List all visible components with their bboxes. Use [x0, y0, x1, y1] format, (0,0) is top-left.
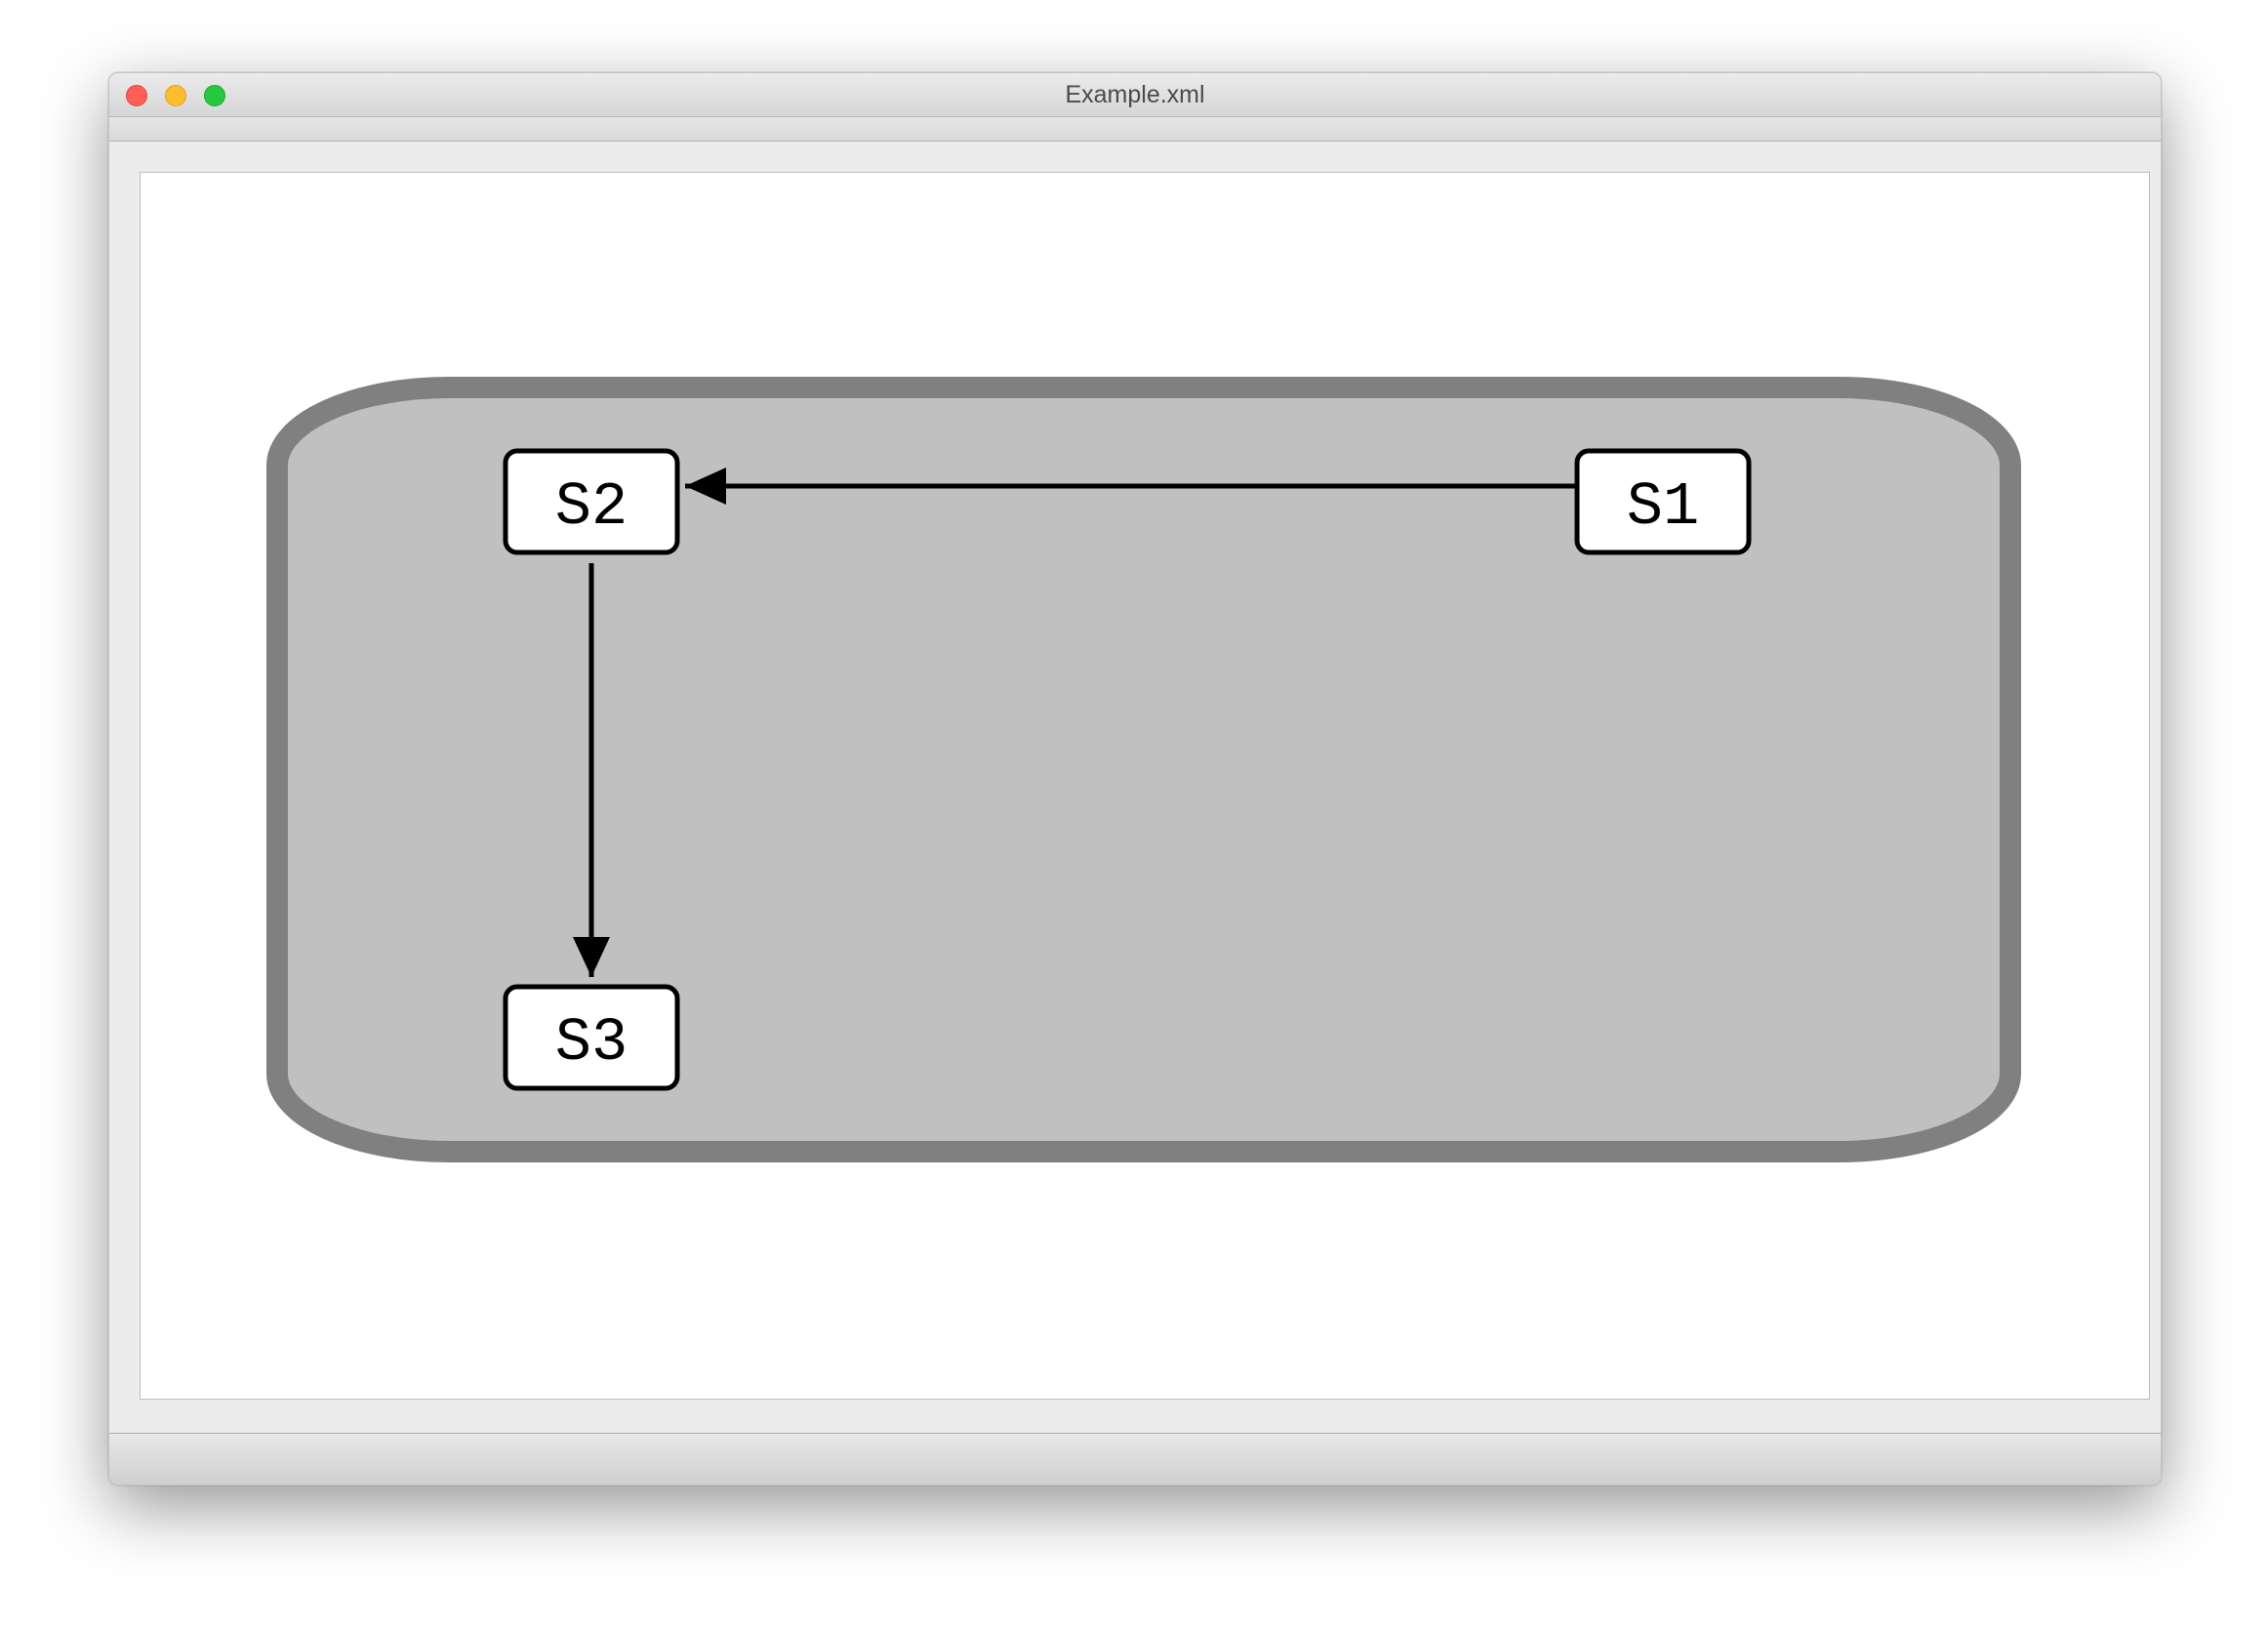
state-box	[1574, 448, 1752, 555]
state-label: S3	[555, 1008, 628, 1078]
state-box	[503, 448, 680, 555]
arrowhead-icon	[685, 468, 726, 505]
window-title: Example.xml	[1065, 81, 1205, 108]
status-bar	[109, 1433, 2161, 1485]
toolbar-strip	[109, 117, 2161, 142]
compound-state-container[interactable]	[266, 377, 2021, 1162]
transition-s2-to-s3[interactable]	[573, 563, 610, 977]
state-node-s3[interactable]: S3	[503, 984, 680, 1091]
arrowhead-icon	[573, 937, 610, 977]
state-label: S1	[1627, 472, 1699, 542]
minimize-window-button[interactable]	[165, 85, 186, 106]
state-node-s2[interactable]: S2	[503, 448, 680, 555]
diagram-canvas[interactable]: S2 S1 S3	[140, 172, 2150, 1400]
state-label: S2	[555, 472, 628, 542]
app-window: Example.xml	[108, 72, 2162, 1486]
close-window-button[interactable]	[126, 85, 147, 106]
transition-s1-to-s2[interactable]	[685, 468, 1577, 505]
title-bar[interactable]: Example.xml	[109, 73, 2161, 117]
content-area: S2 S1 S3	[109, 142, 2161, 1434]
zoom-window-button[interactable]	[204, 85, 225, 106]
diagram-svg: S2 S1 S3	[266, 377, 2021, 1162]
state-box	[503, 984, 680, 1091]
state-node-s1[interactable]: S1	[1574, 448, 1752, 555]
